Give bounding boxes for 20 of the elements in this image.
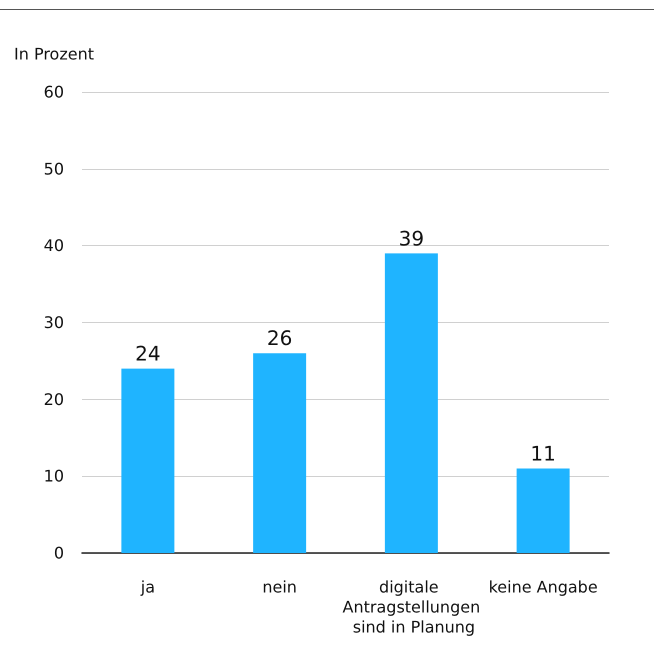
x-tick-label: digitale Antragstellungen sind in Planung (342, 578, 480, 636)
y-tick-label: 10 (44, 466, 64, 486)
y-tick-label: 50 (44, 159, 64, 178)
y-tick-label: 0 (54, 544, 64, 562)
data-label: 24 (135, 342, 161, 366)
bar (253, 353, 306, 553)
y-tick-label: 20 (44, 390, 64, 409)
x-tick-label: keine Angabe (488, 578, 598, 596)
bar (384, 253, 438, 553)
bar (516, 468, 570, 553)
y-tick-label: 40 (44, 236, 64, 256)
x-tick-label: nein (262, 578, 297, 596)
data-label: 39 (398, 226, 424, 250)
y-tick-label: 30 (44, 313, 64, 332)
y-tick-label: 60 (44, 82, 64, 102)
x-tick-label: ja (140, 578, 155, 596)
data-label: 11 (530, 441, 556, 466)
y-axis-title: In Prozent (14, 44, 94, 64)
bar (121, 368, 174, 553)
data-label: 26 (266, 326, 292, 350)
